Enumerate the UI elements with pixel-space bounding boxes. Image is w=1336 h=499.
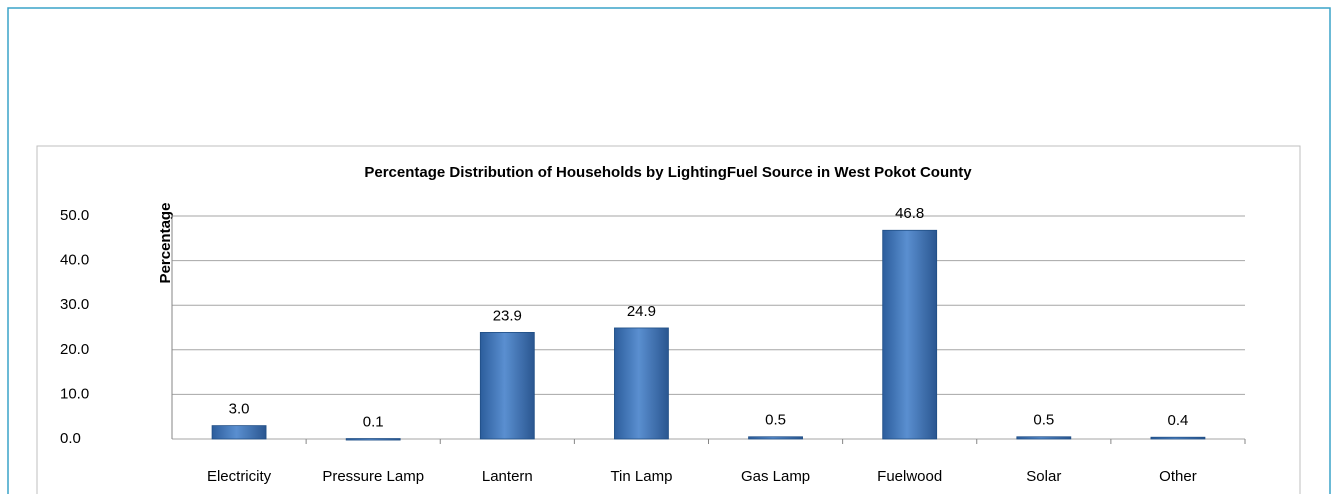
data-label: 0.4: [1168, 412, 1189, 429]
data-label: 0.5: [1033, 412, 1054, 429]
y-tick-label: 20.0: [60, 341, 89, 358]
x-tick-label: Electricity: [207, 468, 272, 485]
x-tick-label: Pressure Lamp: [322, 468, 424, 485]
data-label: 0.5: [765, 412, 786, 429]
bar: [614, 327, 669, 440]
x-tick-label: Tin Lamp: [610, 468, 672, 485]
bar: [479, 332, 535, 440]
bar: [345, 438, 401, 441]
x-tick-label: Lantern: [482, 468, 533, 485]
bar: [748, 436, 803, 440]
chart-title: Percentage Distribution of Households by…: [364, 164, 972, 181]
data-label: 24.9: [627, 303, 656, 320]
bar: [1016, 436, 1072, 440]
x-tick-label: Fuelwood: [877, 468, 942, 485]
y-tick-label: 30.0: [60, 296, 89, 313]
y-tick-label: 0.0: [60, 430, 81, 447]
x-tick-label: Solar: [1026, 468, 1061, 485]
y-tick-label: 10.0: [60, 385, 89, 402]
x-tick-label: Other: [1159, 468, 1197, 485]
bar: [211, 425, 267, 440]
data-label: 0.1: [363, 414, 384, 431]
y-tick-label: 50.0: [60, 207, 89, 224]
y-tick-label: 40.0: [60, 252, 89, 269]
outer-frame: [7, 7, 1331, 499]
x-tick-label: Gas Lamp: [741, 468, 810, 485]
chart-frame: [36, 145, 1301, 499]
bar: [882, 229, 938, 440]
data-label: 46.8: [895, 205, 924, 222]
bar: [1150, 436, 1206, 440]
data-label: 23.9: [493, 307, 522, 324]
y-axis-label: Percentage: [157, 203, 174, 284]
data-label: 3.0: [229, 401, 250, 418]
